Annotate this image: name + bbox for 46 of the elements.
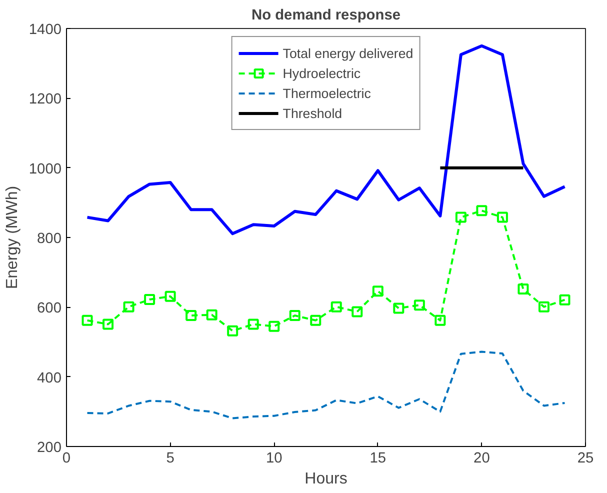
- legend-label: Total energy delivered: [282, 46, 414, 60]
- point: [123, 301, 134, 312]
- point: [496, 212, 508, 223]
- y-tick-label: 1400: [28, 22, 62, 38]
- y-tick-label: 1200: [28, 92, 62, 108]
- legend-label: Threshold: [282, 106, 342, 120]
- point: [352, 306, 363, 318]
- chart-title: No demand response: [251, 8, 401, 24]
- y-tick-label: 200: [37, 440, 62, 456]
- x-tick-label: 25: [577, 450, 594, 466]
- point: [476, 205, 488, 216]
- point: [559, 294, 570, 306]
- point: [434, 314, 446, 326]
- x-tick-label: 15: [370, 450, 386, 466]
- point: [414, 300, 425, 311]
- x-axis-title: Hours: [304, 470, 348, 488]
- x-tick-label: 0: [62, 450, 71, 466]
- point: [455, 212, 466, 223]
- x-tick-label: 5: [166, 450, 174, 466]
- legend-label: Hydroelectric: [282, 66, 361, 80]
- point: [186, 310, 197, 322]
- point: [82, 314, 93, 326]
- point: [268, 320, 280, 332]
- point: [248, 318, 259, 330]
- y-axis-title: Energy (MWh): [4, 186, 21, 290]
- point: [538, 301, 550, 312]
- legend-label: Thermoelectric: [282, 86, 371, 100]
- y-tick-label: 800: [37, 231, 62, 247]
- point: [372, 286, 384, 297]
- point: [102, 318, 114, 330]
- point: [164, 290, 176, 302]
- point: [289, 310, 300, 322]
- line-series: [86, 350, 566, 420]
- line-series: [86, 44, 566, 236]
- x-tick-label: 10: [266, 450, 282, 466]
- x-tick-label: 20: [474, 450, 490, 466]
- point: [330, 301, 342, 312]
- point: [393, 302, 404, 314]
- y-tick-label: 600: [37, 300, 62, 317]
- point: [206, 309, 218, 320]
- point: [144, 294, 156, 306]
- y-tick-label: 1000: [28, 161, 62, 178]
- point: [518, 284, 529, 295]
- y-tick-label: 400: [37, 370, 62, 386]
- point: [227, 325, 238, 336]
- point: [310, 314, 322, 326]
